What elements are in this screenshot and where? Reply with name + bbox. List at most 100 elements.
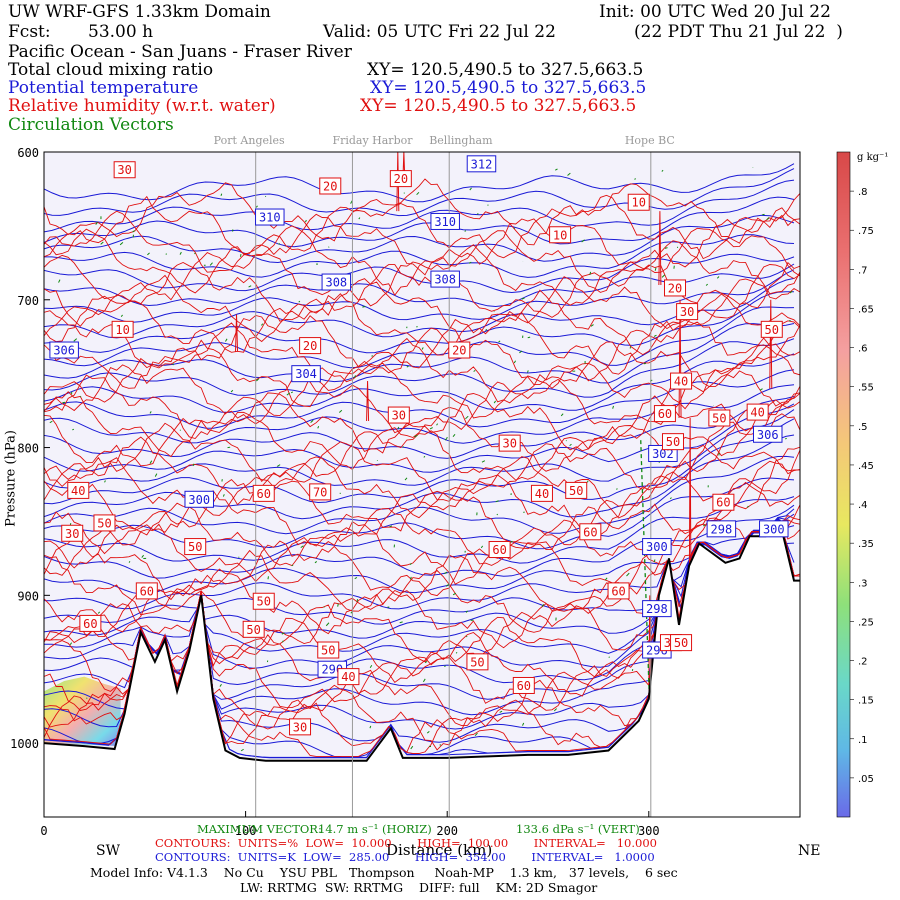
rh-label-box bbox=[530, 484, 553, 502]
vector bbox=[522, 722, 525, 726]
rh-label-box bbox=[448, 341, 471, 359]
theta-label: 300 bbox=[188, 493, 210, 507]
rh-label-box bbox=[712, 493, 735, 511]
vector bbox=[766, 217, 770, 221]
colorbar-bar bbox=[836, 151, 851, 818]
vector bbox=[586, 480, 589, 483]
vector bbox=[314, 561, 318, 564]
vector bbox=[661, 169, 664, 172]
x-axis-label: Distance (km) bbox=[386, 841, 493, 859]
vector bbox=[298, 300, 301, 303]
colorbar-tick-label: .3 bbox=[858, 578, 868, 589]
rh-label-box bbox=[607, 582, 630, 600]
vector bbox=[654, 267, 657, 271]
rh-label-box bbox=[389, 170, 412, 188]
rh-label-box bbox=[184, 538, 207, 556]
vector bbox=[194, 252, 196, 255]
theta-label-box bbox=[466, 155, 497, 173]
theta-label: 308 bbox=[434, 273, 456, 287]
vector bbox=[703, 524, 706, 527]
rh-label: 30 bbox=[392, 409, 406, 423]
vector bbox=[481, 460, 486, 463]
cloud-patch bbox=[44, 676, 121, 747]
vector bbox=[424, 661, 428, 664]
vector bbox=[634, 178, 636, 180]
rh-label-box bbox=[512, 676, 535, 694]
rh-label-box bbox=[488, 541, 511, 559]
vector bbox=[358, 217, 361, 220]
rh-label-box bbox=[746, 403, 769, 421]
rh-label-box bbox=[252, 592, 275, 610]
vector bbox=[362, 305, 366, 308]
vector bbox=[429, 427, 433, 430]
vector bbox=[474, 732, 478, 737]
vector bbox=[337, 603, 339, 607]
vector bbox=[290, 391, 294, 394]
max-vector-vert: 133.6 dPa s⁻¹ (VERT) bbox=[516, 822, 640, 836]
vector bbox=[669, 497, 672, 500]
vector bbox=[147, 252, 150, 256]
theta-contour-line bbox=[44, 306, 795, 369]
rh-label: 50 bbox=[765, 323, 779, 337]
location-label: Bellingham bbox=[429, 134, 493, 147]
rh-label: 50 bbox=[569, 484, 583, 498]
vector bbox=[414, 434, 418, 438]
rh-contour-line bbox=[44, 520, 800, 635]
region-name: Pacific Ocean - San Juans - Fraser River bbox=[8, 42, 352, 62]
rh-contour-line bbox=[44, 264, 800, 343]
rh-label-box bbox=[242, 620, 265, 638]
rh-label: 30 bbox=[117, 163, 131, 177]
rh-label: 40 bbox=[535, 487, 549, 501]
rh-label: 40 bbox=[341, 670, 355, 684]
theta-contour-line bbox=[44, 168, 795, 217]
field-rh-xy: XY= 120.5,490.5 to 327.5,663.5 bbox=[360, 96, 637, 116]
vector bbox=[409, 563, 412, 565]
rh-label: 60 bbox=[140, 584, 154, 598]
rh-label-box bbox=[661, 433, 684, 451]
vector bbox=[465, 415, 469, 420]
vector bbox=[581, 239, 585, 243]
vector bbox=[338, 409, 343, 413]
rh-label-box bbox=[337, 668, 360, 686]
rh-label-box bbox=[79, 614, 102, 632]
theta-label: 306 bbox=[53, 344, 75, 358]
valid-time: Valid: 05 UTC Fri 22 Jul 22 bbox=[323, 22, 556, 42]
theta-contour-info: CONTOURS: UNITS=K LOW= 285.00 HIGH= 354.… bbox=[155, 850, 655, 864]
rh-spike bbox=[366, 381, 370, 421]
vector bbox=[436, 423, 439, 426]
vector bbox=[350, 200, 353, 204]
theta-label: 304 bbox=[295, 367, 317, 381]
y-tick-label: 900 bbox=[17, 589, 39, 603]
rh-label: 70 bbox=[313, 485, 327, 499]
rh-label-box bbox=[760, 320, 783, 338]
y-tick-label: 800 bbox=[17, 442, 39, 456]
rh-label: 60 bbox=[257, 487, 271, 501]
vector bbox=[128, 561, 131, 563]
rh-label-box bbox=[466, 653, 489, 671]
colorbar-tick-label: .6 bbox=[858, 344, 868, 355]
cloud-mixing-ratio-fill bbox=[44, 676, 121, 747]
vector bbox=[446, 583, 450, 587]
vector bbox=[452, 592, 457, 596]
forecast-label: Fcst: bbox=[8, 22, 51, 42]
rh-label: 10 bbox=[553, 228, 567, 242]
rh-label: 50 bbox=[712, 412, 726, 426]
theta-label: 310 bbox=[434, 215, 456, 229]
rh-label: 60 bbox=[611, 584, 625, 598]
rh-label: 40 bbox=[71, 484, 85, 498]
vector bbox=[86, 697, 88, 699]
location-label: Friday Harbor bbox=[332, 134, 413, 147]
vector bbox=[261, 323, 264, 326]
field-vectors-label: Circulation Vectors bbox=[8, 115, 174, 135]
rh-contour-line bbox=[44, 504, 800, 649]
rh-label: 50 bbox=[246, 623, 260, 637]
vector bbox=[789, 290, 793, 294]
vector bbox=[282, 640, 284, 643]
vector bbox=[255, 205, 258, 208]
theta-label-box bbox=[184, 490, 214, 508]
max-vector-label: MAXIMUM VECTOR: bbox=[197, 822, 322, 836]
field-cloud-label: Total cloud mixing ratio bbox=[8, 60, 214, 80]
colorbar-tick-label: .05 bbox=[858, 774, 874, 785]
rh-label-box bbox=[135, 582, 158, 600]
rh-label-box bbox=[670, 372, 693, 390]
